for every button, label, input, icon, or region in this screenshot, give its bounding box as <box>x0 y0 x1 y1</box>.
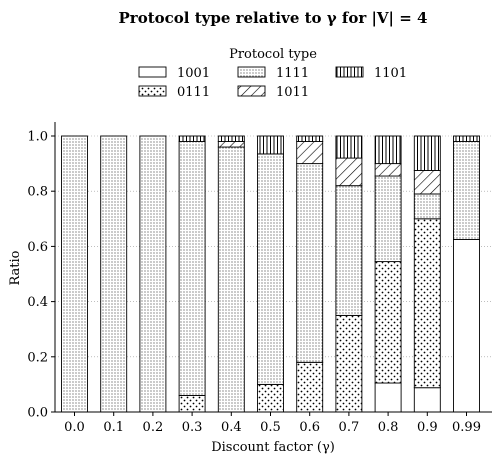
bar-segment-1011-0.4 <box>218 142 244 148</box>
x-axis-label: Discount factor (γ) <box>211 440 335 455</box>
y-axis-label: Ratio <box>8 250 23 285</box>
bars <box>62 136 480 412</box>
x-tick-label: 0.99 <box>452 420 481 435</box>
y-tick-label: 1.0 <box>27 130 48 145</box>
legend-swatch-1001 <box>139 67 166 77</box>
x-tick-label: 0.8 <box>378 420 399 435</box>
bar-segment-1011-0.9 <box>414 171 440 194</box>
x-tick-label: 0.2 <box>143 420 164 435</box>
bar-segment-1001-0.99 <box>454 240 480 413</box>
bar-segment-1101-0.5 <box>258 136 284 154</box>
legend-swatch-1111 <box>238 67 265 77</box>
x-tick-label: 0.4 <box>221 420 242 435</box>
bar-segment-1011-0.6 <box>297 142 323 164</box>
bar-segment-0111-0.9 <box>414 219 440 388</box>
bar-segment-1001-0.8 <box>375 383 401 412</box>
bar-segment-1101-0.4 <box>218 136 244 142</box>
legend-label-1111: 1111 <box>276 66 309 81</box>
bar-segment-1101-0.3 <box>179 136 205 142</box>
legend-label-0111: 0111 <box>177 85 210 100</box>
bar-segment-0111-0.8 <box>375 262 401 383</box>
x-tick-label: 0.0 <box>64 420 85 435</box>
x-tick-label: 0.3 <box>182 420 203 435</box>
bar-segment-1001-0.9 <box>414 388 440 412</box>
bar-segment-0111-0.3 <box>179 395 205 412</box>
legend-label-1011: 1011 <box>276 85 309 100</box>
y-tick-label: 0.0 <box>27 406 48 421</box>
bar-segment-1111-0.7 <box>336 186 362 316</box>
legend-swatch-0111 <box>139 86 166 96</box>
legend-swatch-1011 <box>238 86 265 96</box>
y-tick-label: 0.2 <box>27 350 48 365</box>
bar-segment-1101-0.7 <box>336 136 362 158</box>
x-tick-label: 0.5 <box>260 420 281 435</box>
x-tick-label: 0.1 <box>103 420 124 435</box>
bar-segment-1111-0.0 <box>62 136 88 412</box>
bar-segment-1111-0.4 <box>218 147 244 412</box>
legend-label-1101: 1101 <box>374 66 407 81</box>
bar-segment-1111-0.5 <box>258 154 284 384</box>
bar-segment-1101-0.6 <box>297 136 323 142</box>
y-tick-label: 0.6 <box>27 240 48 255</box>
legend-swatch-1101 <box>336 67 363 77</box>
bar-segment-1111-0.3 <box>179 142 205 396</box>
x-tick-label: 0.6 <box>299 420 320 435</box>
bar-segment-1111-0.1 <box>101 136 127 412</box>
legend-label-1001: 1001 <box>177 66 210 81</box>
bar-segment-1111-0.9 <box>414 194 440 219</box>
legend-title: Protocol type <box>229 47 317 62</box>
bar-segment-1101-0.9 <box>414 136 440 171</box>
bar-segment-1111-0.2 <box>140 136 166 412</box>
bar-segment-1111-0.6 <box>297 164 323 363</box>
y-tick-label: 0.8 <box>27 185 48 200</box>
bar-segment-1011-0.7 <box>336 158 362 186</box>
bar-segment-0111-0.5 <box>258 384 284 412</box>
bar-segment-1111-0.99 <box>454 142 480 240</box>
bar-segment-0111-0.7 <box>336 315 362 412</box>
bar-segment-1101-0.99 <box>454 136 480 142</box>
bar-segment-1011-0.8 <box>375 164 401 176</box>
y-tick-label: 0.4 <box>27 295 48 310</box>
bar-segment-1111-0.8 <box>375 176 401 262</box>
chart-title: Protocol type relative to γ for |V| = 4 <box>119 9 428 27</box>
bar-segment-0111-0.6 <box>297 362 323 412</box>
x-tick-label: 0.9 <box>417 420 438 435</box>
bar-segment-1101-0.8 <box>375 136 401 164</box>
legend: Protocol type 1001 0111 1111 1011 1101 <box>139 47 407 100</box>
x-tick-label: 0.7 <box>339 420 360 435</box>
